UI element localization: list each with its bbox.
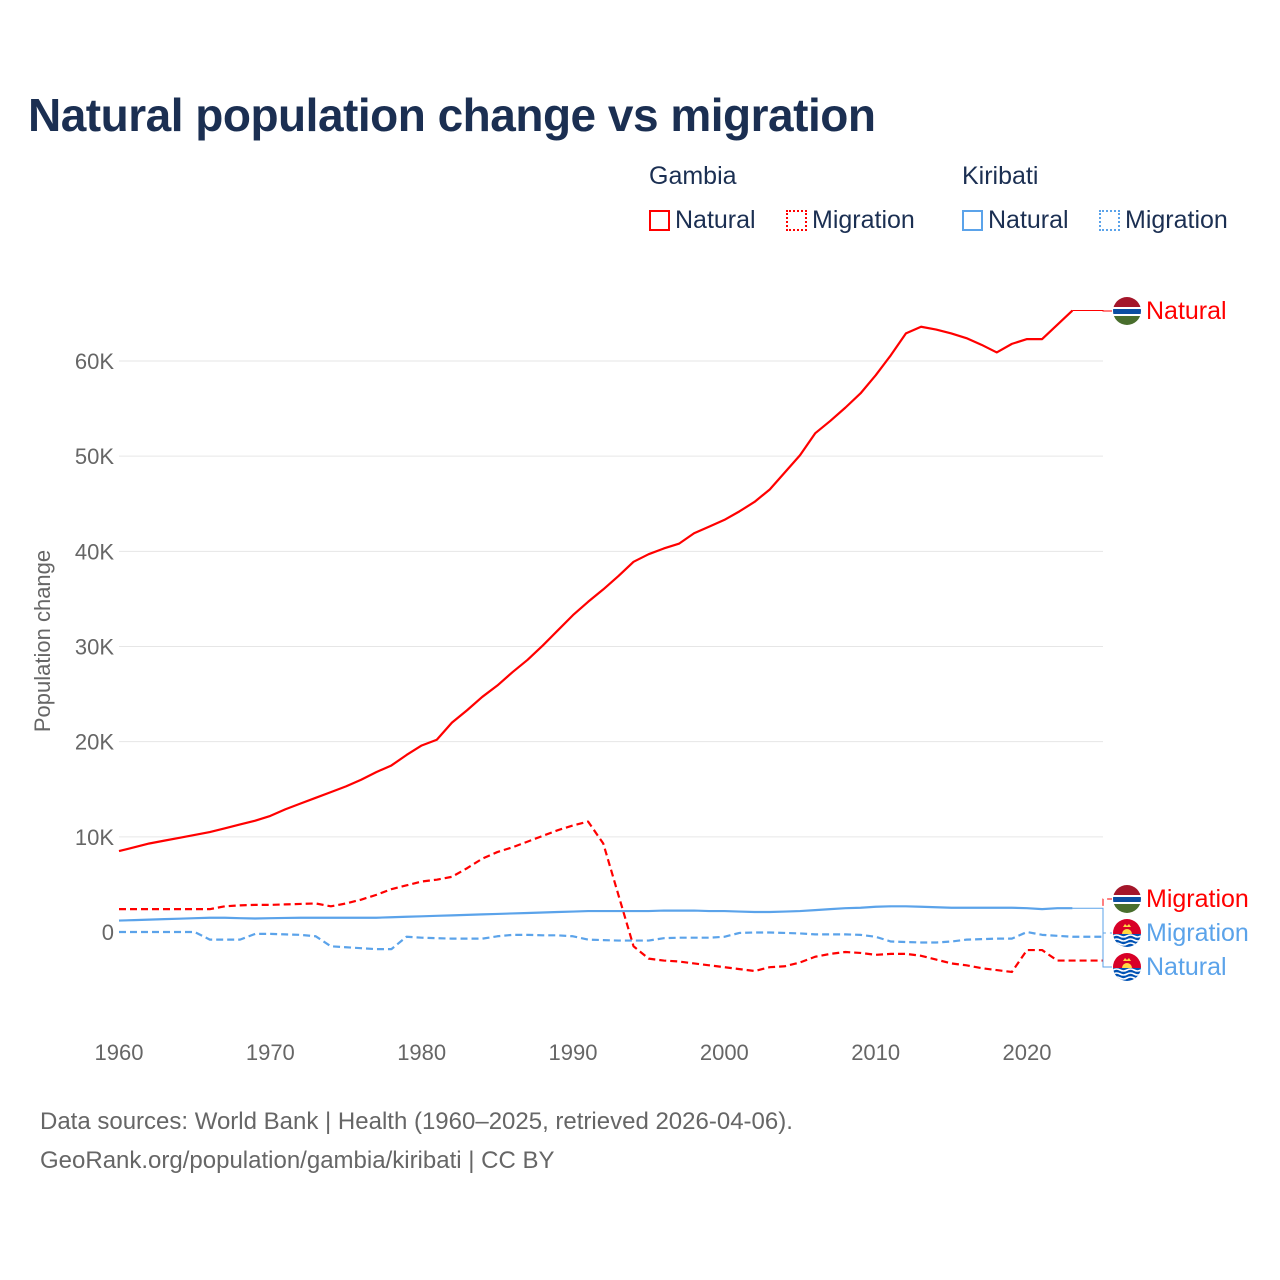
x-tick-label: 1990 (549, 1040, 598, 1065)
end-label: Migration (1146, 885, 1249, 913)
y-tick-label: 40K (75, 539, 114, 564)
kiribati-flag-icon (1113, 953, 1141, 981)
y-tick-label: 60K (75, 349, 114, 374)
legend-kiribati-natural[interactable]: Natural (962, 206, 1069, 235)
end-label: Natural (1146, 297, 1227, 325)
footer-link[interactable]: GeoRank.org/population/gambia/kiribati |… (40, 1147, 555, 1174)
x-tick-label: 1960 (95, 1040, 144, 1065)
series-line-kiribati-migration (119, 930, 1103, 951)
y-tick-label: 30K (75, 635, 114, 660)
legend-label: Natural (675, 206, 756, 234)
label-connector (1072, 907, 1112, 968)
label-connector (1102, 898, 1112, 962)
gambia-flag-icon (1113, 885, 1141, 913)
x-tick-label: 1980 (397, 1040, 446, 1065)
series-line-gambia-natural (118, 309, 1074, 853)
y-axis-label: Population change (30, 550, 55, 732)
x-tick-label: 1970 (246, 1040, 295, 1065)
y-tick-label: 50K (75, 444, 114, 469)
series-line-gambia-migration (119, 820, 1103, 974)
legend-label: Migration (812, 206, 915, 234)
y-tick-label: 10K (75, 825, 114, 850)
label-connector (1102, 932, 1112, 938)
x-tick-label: 2020 (1003, 1040, 1052, 1065)
footer-sources: Data sources: World Bank | Health (1960–… (40, 1108, 793, 1135)
legend-kiribati-migration[interactable]: Migration (1099, 206, 1228, 235)
legend-group-kiribati: Kiribati (962, 162, 1039, 190)
legend-swatch-dotted-red (786, 210, 807, 231)
legend-label: Migration (1125, 206, 1228, 234)
end-label: Natural (1146, 953, 1227, 981)
x-tick-label: 2010 (851, 1040, 900, 1065)
legend-swatch-solid-red (649, 210, 670, 231)
legend-group-gambia: Gambia (649, 162, 737, 190)
legend-gambia-migration[interactable]: Migration (786, 206, 915, 235)
legend-label: Natural (988, 206, 1069, 234)
chart-title: Natural population change vs migration (28, 89, 876, 141)
gambia-flag-icon (1113, 297, 1141, 325)
series-line-kiribati-natural (118, 905, 1073, 922)
x-tick-label: 2000 (700, 1040, 749, 1065)
kiribati-flag-icon (1113, 919, 1141, 947)
legend-swatch-solid-blue (962, 210, 983, 231)
legend-gambia-natural[interactable]: Natural (649, 206, 756, 235)
end-label: Migration (1146, 919, 1249, 947)
y-tick-label: 0 (102, 920, 114, 945)
y-tick-label: 20K (75, 730, 114, 755)
legend-swatch-dotted-blue (1099, 210, 1120, 231)
